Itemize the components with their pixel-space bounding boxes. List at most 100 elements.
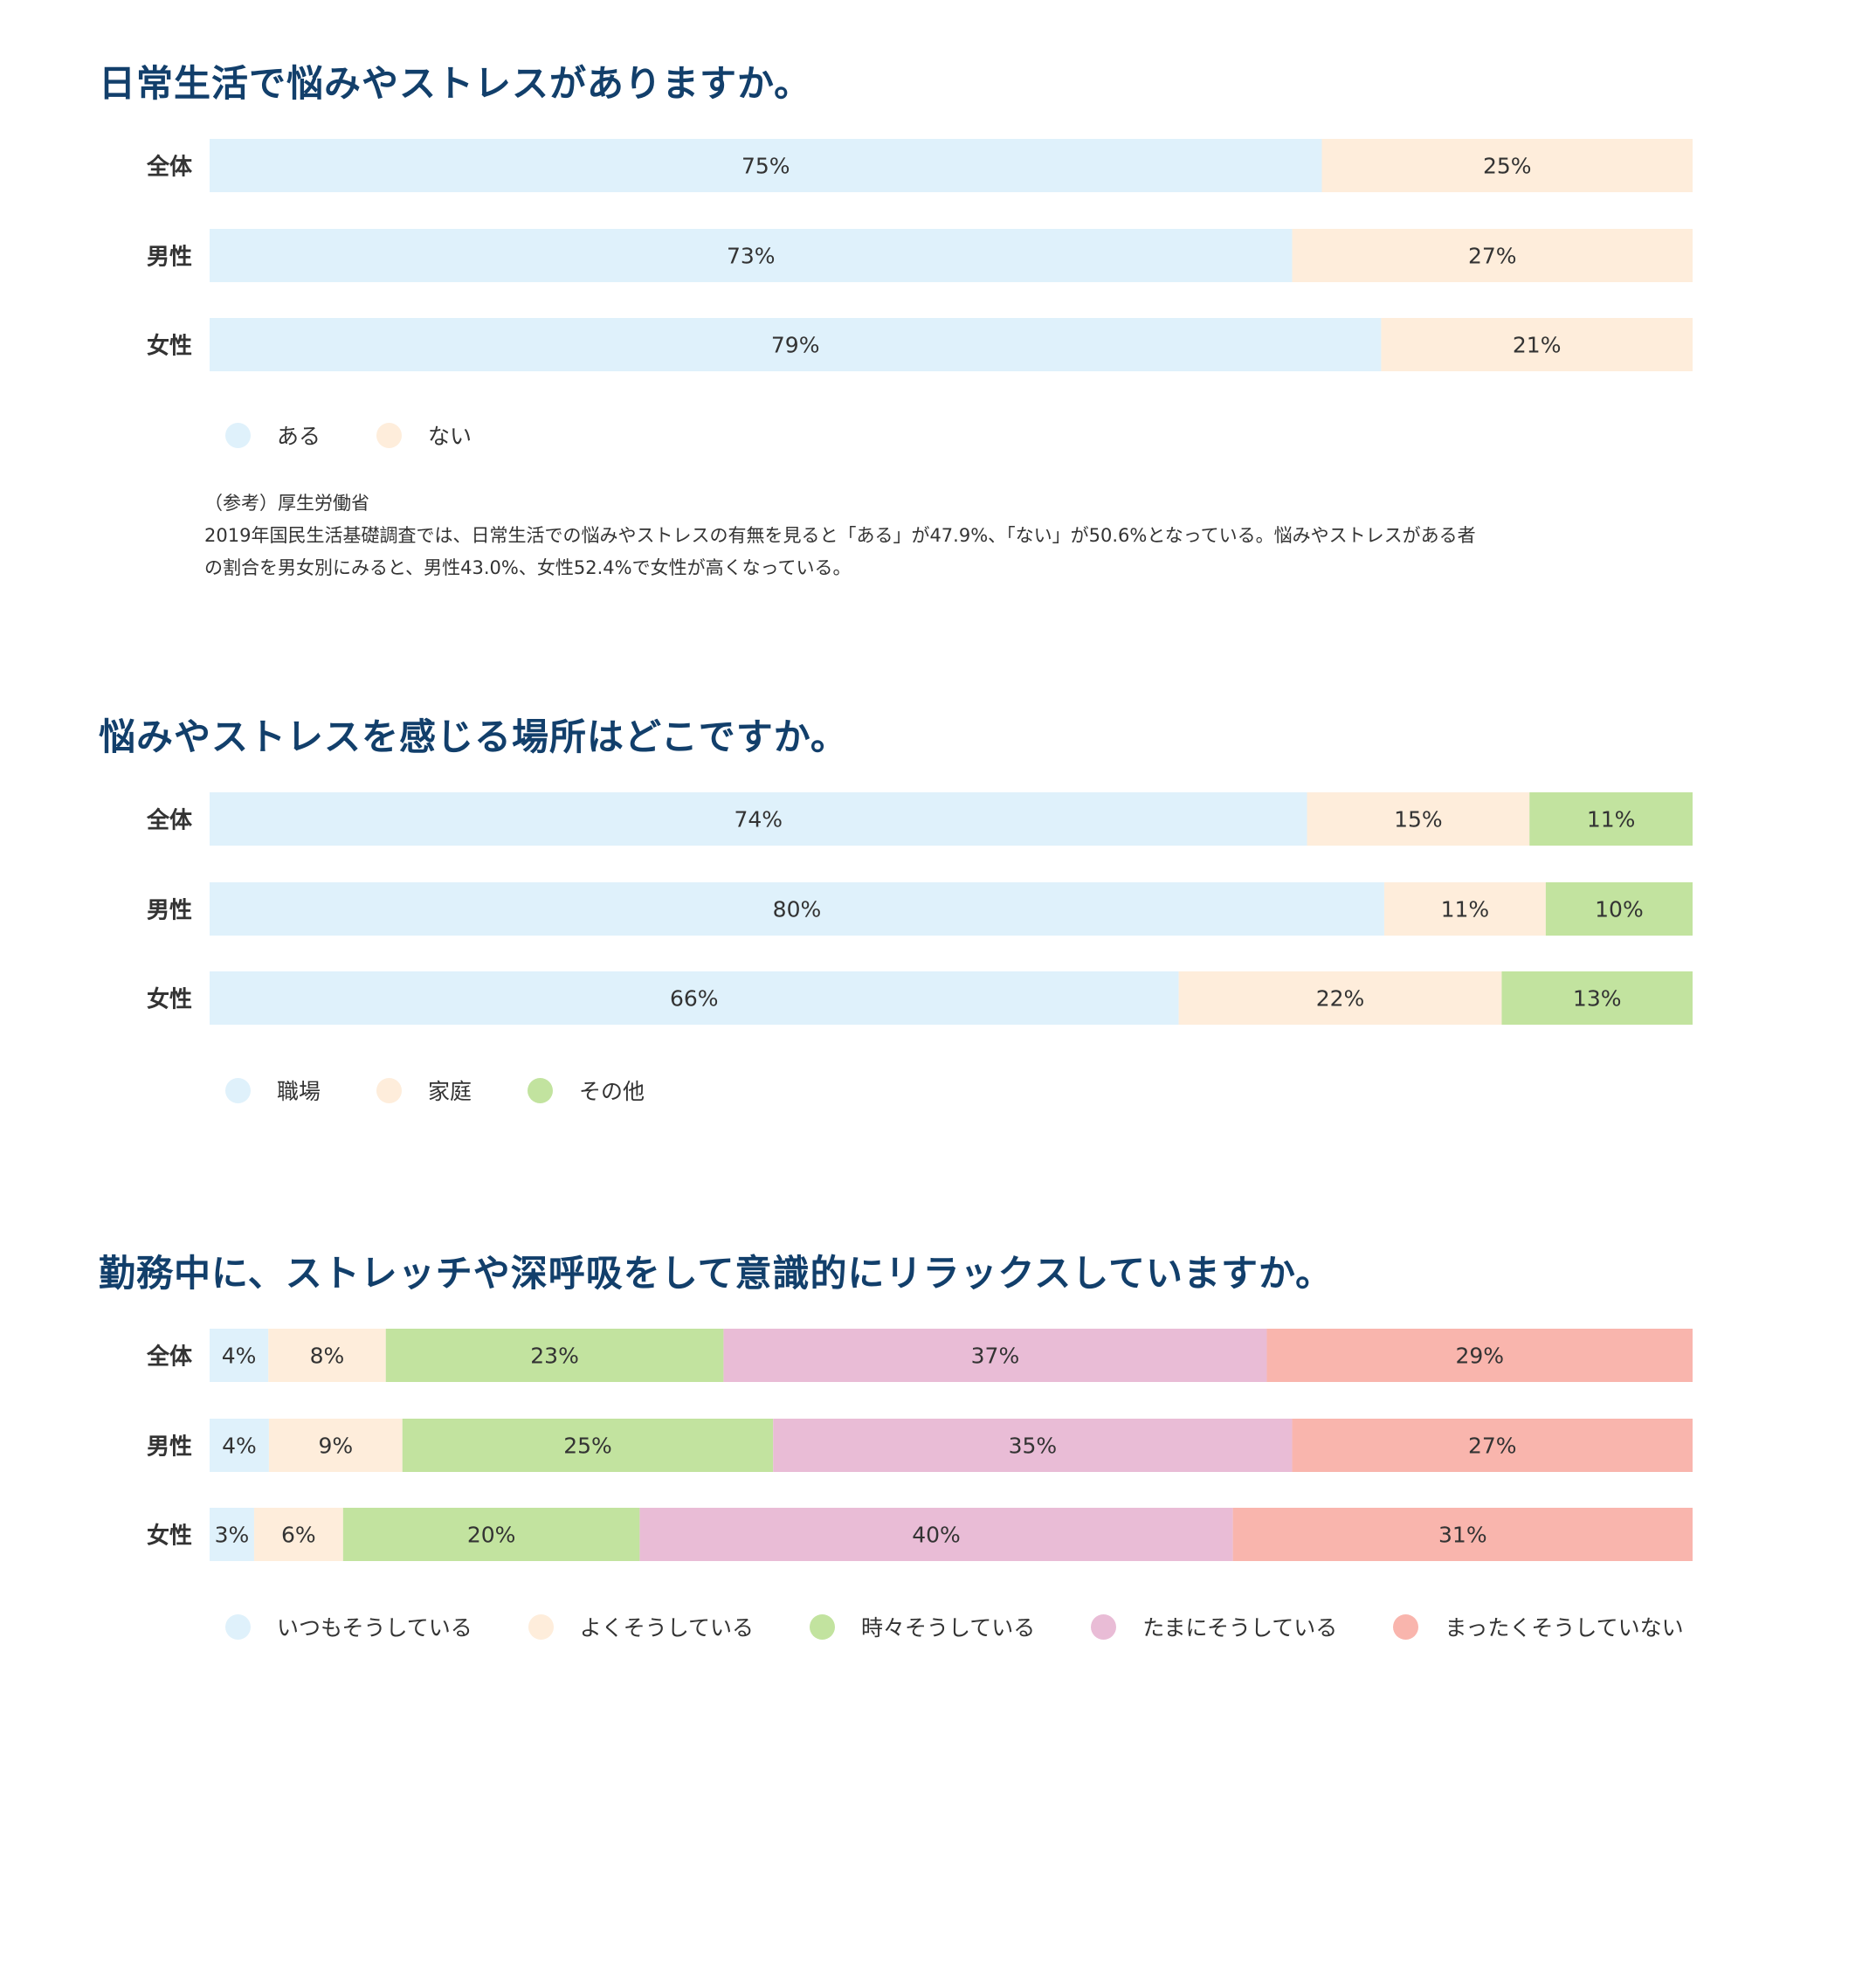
chart-legend: 職場 家庭 その他 (225, 1073, 700, 1108)
bar-segment (402, 1419, 774, 1472)
data-label: 31% (1438, 1523, 1487, 1548)
bar-segment (210, 1329, 269, 1382)
bar-segment (1307, 792, 1530, 846)
note-source: （参考）厚生労働省 (204, 493, 369, 514)
stacked-bar-chart: 全体 75% 25% 男性 73% 27% 女性 79% 21% (146, 139, 1693, 371)
category-label: 女性 (147, 333, 192, 360)
bar-segment (1545, 882, 1693, 936)
legend-label: その他 (579, 1079, 645, 1104)
legend-label: 家庭 (428, 1079, 472, 1104)
bar-segment (1266, 1329, 1693, 1382)
legend-item: たまにそうしている (1091, 1611, 1337, 1642)
bar-segment (1232, 1508, 1693, 1561)
data-label: 22% (1316, 986, 1365, 1012)
note-text-line-1: 2019年国民生活基礎調査では、日常生活での悩みやストレスの有無を見ると「ある」… (204, 525, 1476, 546)
legend-swatch (376, 1077, 403, 1103)
legend-item: 時々そうしている (810, 1611, 1035, 1642)
bar-segment (639, 1508, 1233, 1561)
legend-item: よくそうしている (528, 1611, 754, 1642)
chart-title: 勤務中に、ストレッチや深呼吸をして意識的にリラックスしていますか。 (99, 1252, 1334, 1295)
bar-segment (268, 1329, 386, 1382)
legend-swatch (810, 1613, 836, 1640)
bar-segment (210, 971, 1179, 1025)
bar-segment (1383, 882, 1546, 936)
legend-swatch (528, 1077, 554, 1103)
data-label: 3% (215, 1523, 250, 1548)
bar-segment (210, 139, 1322, 192)
data-label: 11% (1441, 897, 1490, 922)
chart-title: 悩みやストレスを感じる場所はどこですか。 (99, 715, 848, 758)
data-label: 66% (670, 986, 719, 1012)
legend-item: ない (376, 419, 472, 451)
category-label: 男性 (147, 1434, 192, 1461)
data-label: 4% (222, 1344, 257, 1369)
bar-segment (210, 1508, 254, 1561)
bar-segment (210, 318, 1382, 371)
bar-segment (210, 229, 1293, 282)
data-label: 35% (1009, 1434, 1058, 1459)
data-label: 21% (1513, 333, 1562, 358)
data-label: 74% (734, 807, 783, 833)
bar-segment (1529, 792, 1693, 846)
data-label: 11% (1587, 807, 1636, 833)
bar-segment (773, 1419, 1293, 1472)
data-label: 40% (912, 1523, 961, 1548)
chart-title: 日常生活で悩みやストレスがありますか。 (99, 62, 812, 105)
chart-legend: いつもそうしている よくそうしている 時々そうしている たまにそうしている まったくそう… (225, 1609, 1740, 1644)
category-label: 男性 (147, 898, 192, 924)
legend-swatch (1393, 1613, 1419, 1640)
bar-segment (1178, 971, 1502, 1025)
bar-segment (1381, 318, 1693, 371)
data-label: 25% (1483, 154, 1532, 179)
category-label: 全体 (146, 154, 193, 181)
data-label: 6% (281, 1523, 316, 1548)
bar-segment (210, 1419, 269, 1472)
legend-item: 家庭 (376, 1074, 472, 1106)
legend-label: ない (428, 424, 472, 449)
legend-item: ある (225, 419, 321, 451)
stacked-bar-chart: 全体 4% 8% 23% 37% 29% 男性 4% 9% 25% 35% 27% 女性 3% 6% 20% 4… (146, 1329, 1693, 1561)
data-label: 73% (727, 244, 776, 269)
data-label: 23% (530, 1344, 579, 1369)
data-label: 27% (1468, 244, 1517, 269)
legend-label: よくそうしている (579, 1615, 755, 1641)
legend-swatch (1091, 1613, 1117, 1640)
legend-swatch (225, 1077, 251, 1103)
bar-segment (210, 882, 1384, 936)
legend-label: まったくそうしていない (1445, 1615, 1684, 1641)
legend-item: いつもそうしている (225, 1611, 472, 1642)
data-label: 9% (318, 1434, 353, 1459)
bar-segment (253, 1508, 343, 1561)
data-label: 20% (467, 1523, 516, 1548)
category-label: 女性 (147, 1523, 192, 1550)
data-label: 37% (971, 1344, 1020, 1369)
legend-label: たまにそうしている (1142, 1615, 1338, 1641)
bar-segment (1292, 1419, 1693, 1472)
data-label: 29% (1455, 1344, 1504, 1369)
legend-label: 時々そうしている (861, 1615, 1036, 1641)
stacked-bar-chart: 全体 74% 15% 11% 男性 80% 11% 10% 女性 66% 22% 13% (146, 792, 1693, 1025)
bar-segment (1501, 971, 1693, 1025)
bar-segment (1292, 229, 1693, 282)
legend-swatch (528, 1613, 554, 1640)
data-label: 8% (310, 1344, 345, 1369)
bar-segment (1321, 139, 1693, 192)
category-label: 女性 (147, 986, 192, 1013)
legend-item: その他 (528, 1074, 645, 1106)
legend-label: いつもそうしている (277, 1615, 472, 1641)
category-label: 全体 (146, 1344, 193, 1371)
data-label: 80% (773, 897, 822, 922)
data-label: 25% (563, 1434, 612, 1459)
data-label: 27% (1468, 1434, 1517, 1459)
legend-label: 職場 (277, 1079, 321, 1104)
legend-label: ある (277, 424, 321, 449)
bar-segment (723, 1329, 1267, 1382)
reference-note: （参考）厚生労働省 2019年国民生活基礎調査では、日常生活での悩みやストレスの… (204, 487, 1689, 584)
legend-swatch (225, 1613, 251, 1640)
data-label: 79% (771, 333, 820, 358)
data-label: 4% (222, 1434, 257, 1459)
data-label: 13% (1573, 986, 1622, 1012)
chart-legend: ある ない (225, 418, 528, 453)
note-text-line-2: の割合を男女別にみると、男性43.0%、女性52.4%で女性が高くなっている。 (204, 557, 852, 578)
category-label: 全体 (146, 807, 193, 834)
